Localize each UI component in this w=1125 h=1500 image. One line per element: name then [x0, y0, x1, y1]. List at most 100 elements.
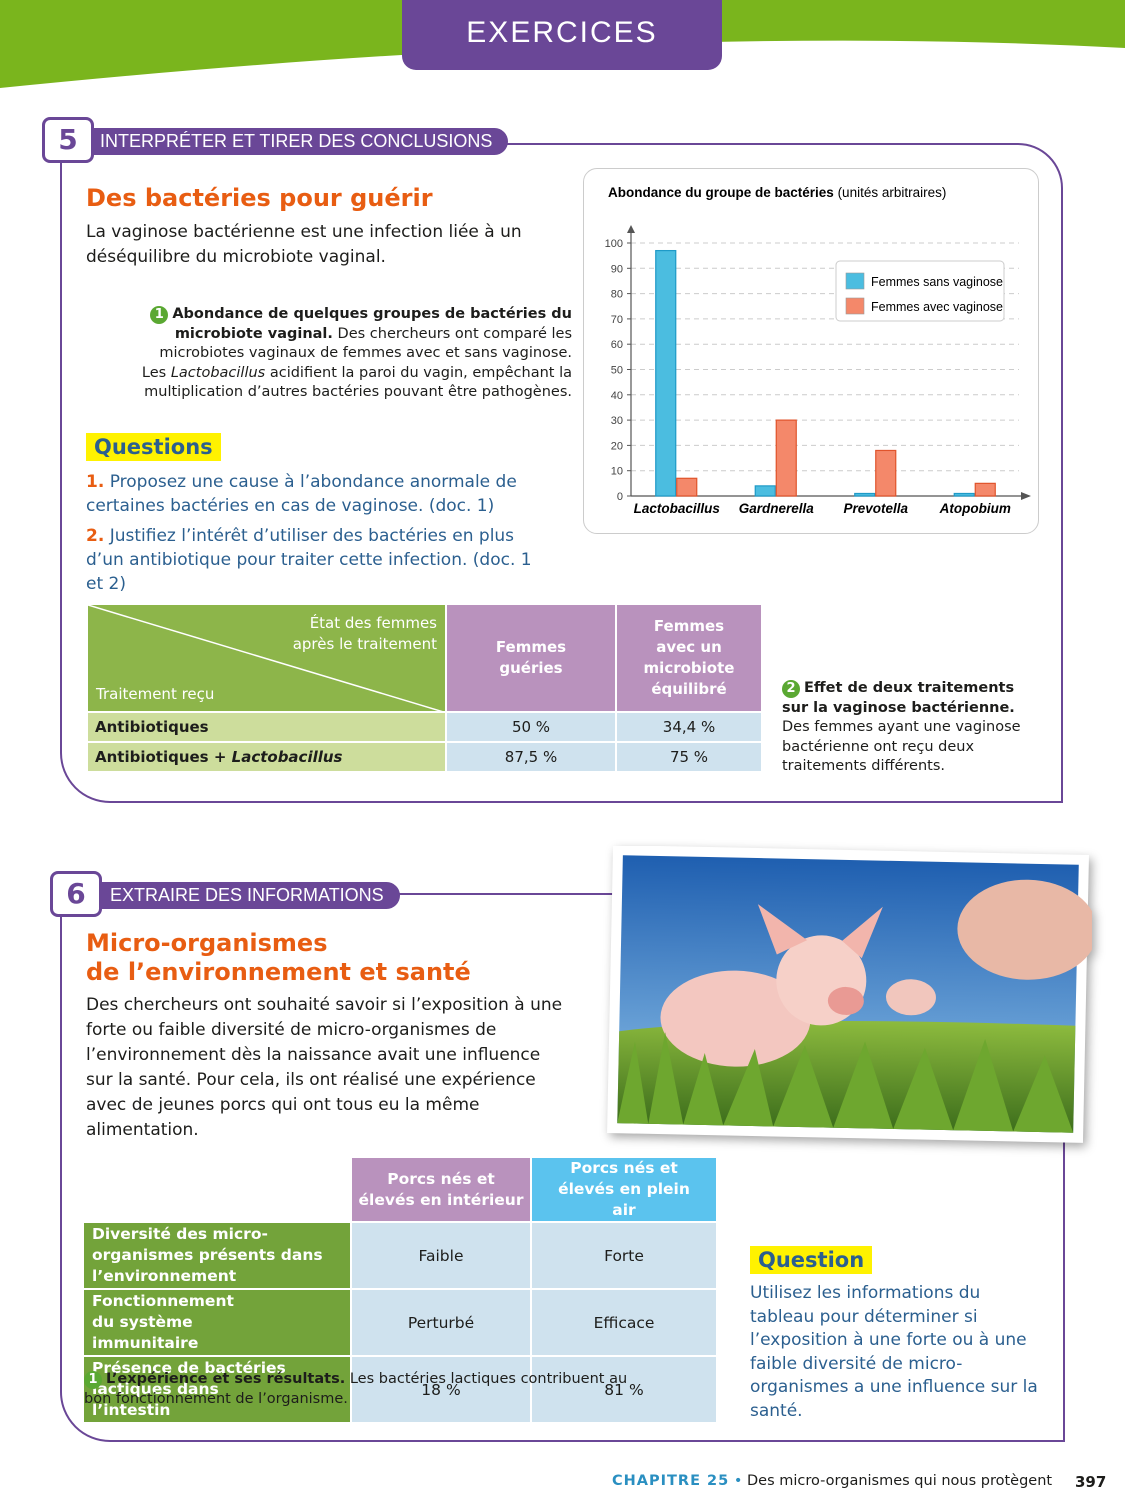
row-label: Diversité des micro-organismes présents …: [82, 1221, 352, 1290]
y-tick-label: 40: [611, 390, 623, 402]
doc-number: 2: [782, 680, 800, 698]
column-header: Femmes guéries: [445, 603, 617, 713]
doc-caption: 1 Abondance de quelques groupes de bactér…: [140, 305, 572, 403]
doc-text: Des femmes ayant une vaginose bactérienn…: [782, 719, 1021, 774]
question-heading: Question: [750, 1246, 873, 1274]
question: 1. Proposez une cause à l’abondance anor…: [86, 470, 536, 518]
header-band: EXERCICES: [0, 0, 1125, 88]
row-label: Antibiotiques + Lactobacillus: [86, 741, 447, 773]
row-label: Antibiotiques: [86, 711, 447, 743]
corner-top: État des femmes après le traitement: [292, 614, 437, 653]
title-line: de l’environnement et santé: [86, 958, 471, 986]
y-tick-label: 70: [611, 314, 623, 326]
y-tick-label: 100: [605, 238, 623, 250]
corner-cell: État des femmes après le traitement Trai…: [86, 603, 447, 713]
row-label: Fonctionnement du système immunitaire: [82, 1288, 352, 1357]
skill-label: INTERPRÉTER ET TIRER DES CONCLUSIONS: [88, 128, 509, 155]
doc-caption: 1 L’expérience et ses résultats. Les bact…: [84, 1370, 644, 1409]
title-line: Micro-organismes: [86, 929, 328, 957]
y-tick-label: 10: [611, 466, 623, 478]
x-tick-label: Prevotella: [843, 501, 908, 516]
section-frame: [60, 893, 1065, 1442]
cell: 81 %: [530, 1355, 718, 1424]
y-tick-label: 90: [611, 263, 623, 275]
cell: Perturbé: [350, 1288, 532, 1357]
cell: 34,4 %: [615, 711, 763, 743]
column-header: Porcs nés et élevés en plein air: [530, 1156, 718, 1223]
separator: •: [733, 1473, 743, 1489]
question: 2. Justifiez l’intérêt d’utiliser des ba…: [86, 524, 536, 596]
cell: 75 %: [615, 741, 763, 773]
exercise-title: Micro-organismes de l’environnement et sa…: [86, 929, 471, 987]
cell: Faible: [350, 1221, 532, 1290]
legend-box: [835, 260, 1005, 322]
cell: 18 %: [350, 1355, 532, 1424]
doc-heading: L’expérience et ses résultats.: [106, 1371, 346, 1387]
column-header: Femmes avec un microbiote équilibré: [615, 603, 763, 713]
bar: [676, 477, 698, 497]
question-text: Utilisez les informations du tableau pou…: [750, 1283, 1038, 1421]
x-tick-label: Gardnerella: [739, 501, 815, 516]
chapter-title: Des micro-organismes qui nous protègent: [747, 1473, 1053, 1489]
row-label-text: Antibiotiques: [95, 718, 209, 736]
doc-text: Des chercheurs ont comparé les microbiot…: [141, 325, 572, 381]
bar: [974, 482, 996, 497]
doc-number: 1: [84, 1371, 102, 1389]
exercise-number: 5: [42, 117, 94, 163]
legend-swatch: [845, 272, 865, 290]
section-frame: [60, 143, 1063, 803]
bar: [854, 492, 876, 497]
question-number: 2.: [86, 526, 105, 546]
doc-caption: 2 Effet de deux traitements sur la vagino…: [782, 679, 1032, 777]
doc-heading: Effet de deux traitements sur la vaginos…: [782, 680, 1015, 716]
cell: Forte: [530, 1221, 718, 1290]
column-header: Porcs nés et élevés en intérieur: [350, 1156, 532, 1223]
doc-heading: Abondance de quelques groupes de bactéri…: [172, 306, 572, 342]
x-axis-arrow: [1021, 492, 1031, 500]
corner-bottom: Traitement reçu: [96, 685, 215, 703]
cell: 87,5 %: [445, 741, 617, 773]
question-number: 1.: [86, 472, 105, 492]
intro: Des chercheurs ont souhaité savoir si l’…: [86, 995, 563, 1140]
footer: CHAPITRE 25 • Des micro-organismes qui n…: [612, 1473, 1052, 1489]
chart: Abondance du groupe de bactéries (unités…: [583, 168, 1039, 534]
question-text: Justifiez l’intérêt d’utiliser des bacté…: [86, 526, 532, 594]
exercise-title: Des bactéries pour guérir: [86, 184, 433, 212]
table: État des femmes après le traitement Trai…: [86, 603, 763, 773]
bar: [754, 485, 776, 497]
x-tick-label: Lactobacillus: [634, 501, 721, 516]
doc-text: Lactobacillus: [170, 364, 266, 381]
photo: [607, 846, 1092, 1143]
y-axis-arrow: [627, 225, 635, 233]
doc-number: 1: [150, 306, 169, 324]
chart-subtitle: (unités arbitraires): [838, 185, 947, 200]
skill-label: EXTRAIRE DES INFORMATIONS: [98, 882, 400, 909]
chart-title-line: Abondance du groupe de bactéries (unités…: [608, 185, 946, 200]
bar: [875, 449, 897, 497]
intro: La vaginose bactérienne est une infectio…: [86, 222, 522, 267]
doc-text: Les bactéries lactiques contribuent au b…: [84, 1371, 628, 1407]
table: Porcs nés et élevés en intérieur Porcs n…: [82, 1156, 718, 1424]
exercise-number: 6: [50, 871, 102, 917]
y-tick-label: 60: [611, 339, 623, 351]
chart-title: Abondance du groupe de bactéries: [608, 185, 834, 200]
bar: [775, 419, 797, 497]
page-number: 397: [1075, 1473, 1107, 1491]
question-text: Proposez une cause à l’abondance anormal…: [86, 472, 517, 516]
y-tick-label: 20: [611, 440, 623, 452]
row-label-text: Antibiotiques +: [95, 748, 232, 766]
questions-heading: Questions: [86, 433, 221, 461]
y-tick-label: 50: [611, 365, 623, 377]
empty-cell: [83, 1157, 351, 1222]
legend-swatch: [845, 297, 865, 315]
cell: 50 %: [445, 711, 617, 743]
bar: [953, 492, 975, 497]
cell: Efficace: [530, 1288, 718, 1357]
doc-text: acidifient la paroi du vagin, empêchant …: [144, 364, 572, 401]
y-tick-label: 0: [617, 491, 623, 503]
row-label: Présence de bactéries lactiques dans l’i…: [82, 1355, 352, 1424]
row-label-text: Lactobacillus: [231, 748, 343, 766]
x-tick-label: Atopobium: [939, 501, 1011, 516]
chapter: CHAPITRE 25: [612, 1473, 730, 1489]
